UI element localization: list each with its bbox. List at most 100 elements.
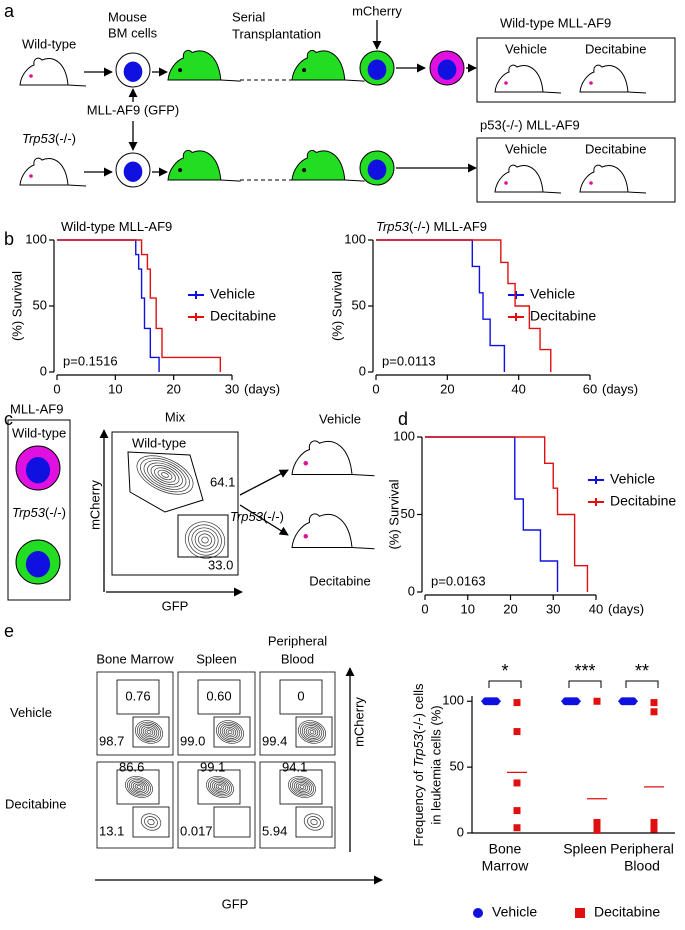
significance: ** [635, 661, 649, 681]
legend-swatch [575, 908, 585, 918]
label: Vehicle [505, 141, 547, 156]
survival-curve [57, 239, 160, 372]
mouse-eye [504, 81, 508, 85]
y-tick-label: 50 [33, 297, 47, 312]
mouse-body [579, 164, 629, 193]
dot [513, 779, 521, 787]
contour [150, 465, 180, 485]
gate [295, 716, 333, 748]
plot-frame [111, 431, 239, 576]
mouse [291, 50, 365, 82]
contour [146, 730, 152, 734]
chart-title: Trp53 [376, 219, 410, 234]
contour [219, 723, 241, 741]
group-box [7, 419, 71, 601]
mouse-body [167, 150, 222, 181]
dot [593, 697, 601, 705]
mouse-body [167, 50, 222, 81]
survival-curve [425, 436, 589, 592]
contour [134, 720, 164, 744]
gate [295, 806, 333, 838]
mouse-body [19, 157, 69, 186]
mouse-tail [220, 179, 241, 182]
mouse-eye [302, 68, 307, 73]
nucleus [25, 551, 51, 578]
plot-frame [177, 761, 256, 849]
contour [217, 785, 223, 789]
dot [650, 818, 658, 826]
gate-value: 86.6 [119, 759, 144, 774]
contour [125, 776, 153, 798]
survival-curve [376, 239, 506, 372]
label: Decitabine [585, 141, 646, 156]
contour [130, 780, 148, 794]
contour [201, 536, 209, 544]
x-tick-label: Spleen [563, 841, 607, 857]
panel-label: b [4, 229, 14, 249]
y-axis-label: Frequency of [411, 767, 426, 847]
x-tick-label: 30 [225, 381, 239, 396]
contour [198, 533, 212, 547]
group-box [476, 37, 676, 103]
contour [291, 779, 313, 795]
label: (-/-) [45, 505, 66, 520]
gate [132, 806, 170, 838]
mouse-eye [178, 168, 183, 173]
contour [303, 725, 321, 739]
label: Wild-type MLL-AF9 [500, 15, 611, 30]
contour [140, 457, 190, 493]
y-tick-label: 0 [359, 363, 366, 378]
mouse [167, 150, 241, 182]
mouse-tail [627, 191, 647, 194]
contour [215, 720, 245, 744]
contour [307, 728, 317, 736]
contour [225, 728, 235, 736]
contour [209, 779, 231, 795]
contour [140, 725, 158, 739]
mouse-tail [344, 79, 365, 82]
dot [650, 699, 658, 707]
gate [279, 679, 323, 715]
contour [213, 782, 227, 792]
gate-value: 0 [297, 688, 304, 703]
mouse-tail [344, 179, 365, 182]
x-tick-label: 30 [546, 601, 560, 616]
contour [194, 530, 216, 550]
axis-label: GFP [222, 896, 249, 911]
legend-label: Decitabine [610, 493, 676, 509]
label: (-/-) [55, 131, 76, 146]
contour [310, 818, 318, 826]
gate-value: 13.1 [99, 823, 124, 838]
mouse-tail [627, 91, 647, 94]
label: Vehicle [319, 411, 361, 426]
x-tick-label: 60 [583, 381, 597, 396]
y-axis-label: in leukemia cells (%) [428, 705, 443, 824]
mouse [494, 64, 562, 94]
gate-value: 0.60 [206, 688, 231, 703]
plot-frame [96, 761, 174, 849]
mouse-tail [67, 184, 87, 187]
legend-label: Vehicle [210, 286, 255, 302]
column-label: Peripheral [268, 633, 327, 648]
label: Trp53 [22, 131, 56, 146]
arrow [239, 504, 289, 536]
significance-bracket [625, 680, 659, 688]
mouse [167, 50, 241, 82]
y-axis-label: (%) Survival [329, 271, 344, 341]
y-tick-label: 50 [352, 297, 366, 312]
contour [144, 728, 154, 736]
label: Serial [232, 9, 265, 24]
mouse-body [291, 513, 353, 548]
legend-label: Vehicle [610, 471, 655, 487]
mouse [19, 157, 87, 187]
y-axis-label: (-/-) cells [411, 683, 426, 734]
mouse-body [494, 164, 544, 193]
contour [136, 785, 142, 789]
dot [593, 818, 601, 826]
contour [297, 720, 327, 744]
mouse [579, 164, 647, 194]
contour [207, 777, 233, 797]
label: Trp53(-/-) [22, 131, 76, 146]
gate [213, 806, 251, 838]
